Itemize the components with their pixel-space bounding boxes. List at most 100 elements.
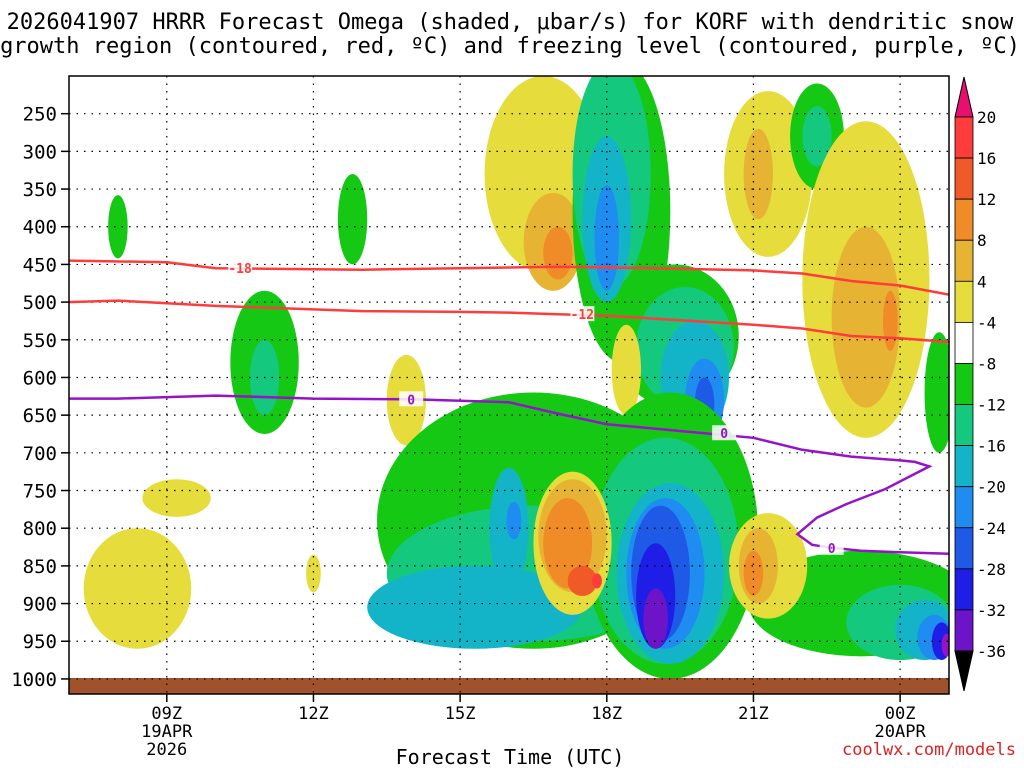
colorbar-band	[954, 116, 974, 159]
chart-title-line1: 2026041907 HRRR Forecast Omega (shaded, …	[7, 10, 1014, 35]
omega-region-53	[743, 550, 764, 597]
colorbar-band	[954, 568, 974, 611]
colorbar-band	[954, 239, 974, 282]
colorbar-label: 20	[977, 108, 996, 127]
colorbar-label: -20	[977, 478, 1006, 497]
colorbar-bottom-arrow	[954, 650, 974, 692]
omega-region-27	[924, 332, 949, 453]
x-tick-date: 19APR	[141, 722, 193, 742]
colorbar-label: -8	[977, 354, 996, 373]
colorbar-top-arrow	[954, 76, 974, 118]
y-axis: 250 300 350 400 450 500 550 600 650 700 750 800 850 9…	[11, 104, 69, 691]
x-tick-label: 15Z	[445, 704, 476, 724]
colorbar-band	[954, 157, 974, 200]
omega-region-19	[611, 324, 641, 416]
x-tick-date: 20APR	[875, 722, 927, 742]
credit-label: coolwx.com/models	[842, 740, 1016, 760]
omega-region-44	[592, 573, 602, 589]
colorbar-label: 12	[977, 190, 996, 209]
colorbar-band	[954, 445, 974, 488]
x-tick-label: 00Z	[885, 704, 916, 724]
contour-label: 0	[828, 542, 836, 557]
y-tick-label: 450	[23, 254, 57, 276]
omega-region-21	[743, 128, 773, 220]
contour-1	[69, 299, 949, 344]
omega-region-5	[142, 479, 211, 517]
omega-region-39	[643, 588, 668, 649]
omega-region-23	[802, 106, 832, 167]
colorbar-label: -28	[977, 560, 1006, 579]
contour-label: 0	[720, 427, 728, 442]
x-tick-label: 12Z	[298, 704, 329, 724]
colorbar-band	[954, 198, 974, 241]
colorbar: 20 16 12 8 4 -4 -8 -12 -16 -20 -24 -28 -32 -36	[954, 76, 1006, 692]
x-tick-year: 2026	[146, 740, 187, 760]
omega-region-9	[543, 226, 573, 280]
colorbar-band	[954, 527, 974, 570]
y-tick-label: 350	[23, 179, 57, 201]
colorbar-band	[954, 486, 974, 529]
y-tick-label: 500	[23, 292, 57, 314]
omega-region-13	[594, 185, 619, 291]
colorbar-label: 16	[977, 149, 996, 168]
omega-region-50	[941, 633, 949, 657]
contour-label: -12	[571, 308, 594, 323]
colorbar-band	[954, 363, 974, 405]
colorbar-band	[954, 280, 974, 323]
y-tick-label: 800	[23, 518, 57, 540]
y-tick-label: 900	[23, 594, 57, 616]
x-tick-label: 21Z	[738, 704, 769, 724]
y-tick-label: 700	[23, 443, 57, 465]
contour-label: 0	[407, 393, 415, 408]
plot-frame	[68, 75, 950, 695]
chart-title-line2: growth region (contoured, red, ºC) and f…	[0, 34, 1020, 59]
colorbar-label: 4	[977, 272, 987, 291]
x-axis-label: Forecast Time (UTC)	[396, 745, 625, 768]
colorbar-label: -12	[977, 396, 1006, 415]
x-tick-label: 18Z	[591, 704, 622, 724]
omega-region-0	[108, 195, 128, 259]
omega-region-25	[831, 226, 901, 408]
contour-2	[69, 394, 949, 556]
temperature-contours: -18 -12 0 0 0	[69, 259, 949, 557]
omega-region-26	[883, 290, 898, 352]
contour-label-bg	[570, 306, 595, 322]
omega-region-3	[337, 173, 368, 265]
omega-region-43	[567, 565, 597, 597]
contour-label: -18	[228, 262, 252, 277]
colorbar-label: -24	[977, 519, 1006, 538]
omega-region-6	[83, 528, 192, 649]
colorbar-label: -16	[977, 437, 1006, 456]
contour-label-bg	[712, 425, 737, 441]
contour-label-bg	[228, 260, 253, 276]
ground-surface	[69, 678, 949, 694]
y-tick-label: 250	[23, 104, 57, 126]
y-tick-label: 300	[23, 141, 57, 163]
y-tick-label: 650	[23, 405, 57, 427]
omega-region-32	[506, 501, 522, 540]
y-tick-label: 950	[23, 631, 57, 653]
omega-region-30	[367, 565, 583, 649]
y-tick-label: 550	[23, 330, 57, 352]
colorbar-band	[954, 404, 974, 447]
y-tick-label: 750	[23, 481, 57, 503]
gridlines	[69, 76, 949, 694]
contour-label-bg	[819, 539, 844, 555]
contour-0	[69, 259, 949, 296]
colorbar-band	[954, 321, 974, 364]
y-tick-label: 1000	[11, 669, 57, 691]
colorbar-band	[954, 609, 974, 652]
y-tick-label: 400	[23, 217, 57, 239]
contour-label-bg	[399, 391, 424, 407]
colorbar-label: 8	[977, 231, 987, 250]
colorbar-label: -4	[977, 313, 996, 332]
y-tick-label: 600	[23, 367, 57, 389]
x-tick-label: 09Z	[151, 704, 182, 724]
omega-region-54	[306, 554, 321, 593]
colorbar-label: -32	[977, 601, 1006, 620]
y-tick-label: 850	[23, 556, 57, 578]
colorbar-label: -36	[977, 642, 1006, 661]
omega-shading	[83, 76, 949, 679]
